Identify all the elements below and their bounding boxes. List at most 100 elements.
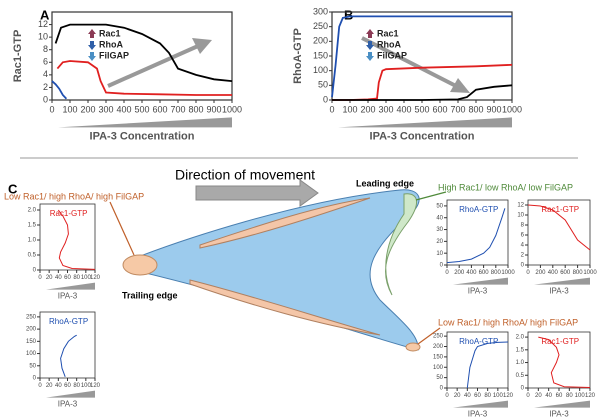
- x-tick-label: 500: [414, 104, 429, 114]
- x-tick-label: 700: [170, 104, 185, 114]
- y-tick-label: 250: [433, 334, 444, 340]
- concentration-wedge: [338, 117, 512, 128]
- y-tick-label: 200: [433, 344, 444, 350]
- x-tick-label: 200: [360, 104, 375, 114]
- y-tick-label: 0: [440, 386, 444, 392]
- y-tick-label: 4: [521, 243, 525, 249]
- series-line: [56, 60, 232, 96]
- y-tick-label: 10: [38, 32, 48, 42]
- y-tick-label: 150: [313, 50, 328, 60]
- x-tick-label: 1000: [583, 270, 597, 276]
- leading-edge-label: Leading edge: [356, 178, 414, 188]
- y-tick-label: 0: [323, 94, 328, 104]
- direction-label: Direction of movement: [175, 167, 315, 183]
- y-tick-label: 150: [26, 339, 37, 345]
- legend-label: Rac1: [377, 28, 399, 38]
- y-tick-label: 100: [26, 351, 37, 357]
- x-axis-title: IPA-3 Concentration: [90, 130, 195, 142]
- y-tick-label: 1.5: [28, 223, 37, 229]
- x-tick-label: 100: [81, 383, 92, 389]
- trailing-blob: [122, 254, 158, 276]
- direction-arrow: [195, 179, 319, 207]
- x-tick-label: 100: [62, 104, 77, 114]
- x-tick-label: 500: [134, 104, 149, 114]
- y-tick-label: 50: [436, 375, 443, 381]
- x-tick-label: 60: [474, 393, 481, 399]
- y-tick-label: 0.5: [28, 253, 37, 259]
- x-tick-label: 400: [396, 104, 411, 114]
- x-tick-label: 400: [548, 270, 559, 276]
- x-tick-label: 40: [545, 393, 552, 399]
- x-tick-label: 120: [503, 393, 514, 399]
- x-tick-label: 0: [38, 275, 42, 281]
- concentration-wedge: [534, 400, 590, 408]
- x-axis-title: IPA-3: [468, 287, 488, 296]
- y-tick-label: 8: [43, 44, 48, 54]
- x-axis-title: IPA-3: [58, 292, 78, 301]
- x-tick-label: 1000: [502, 104, 522, 114]
- legend-arrow-head: [88, 29, 96, 34]
- concentration-wedge: [46, 390, 95, 398]
- y-tick-label: 30: [436, 227, 443, 233]
- plot-frame: [446, 199, 509, 266]
- legend-arrow-stem: [90, 52, 94, 56]
- y-tick-label: 2: [521, 253, 525, 259]
- trend-arrow: [107, 36, 470, 93]
- legend-arrow-head: [366, 56, 374, 61]
- series-line: [332, 84, 513, 101]
- x-tick-label: 0: [329, 104, 334, 114]
- x-tick-label: 800: [188, 104, 203, 114]
- leading-band: [385, 193, 417, 296]
- panel-label: C: [8, 181, 18, 196]
- concentration-wedge: [453, 277, 508, 285]
- x-tick-label: 300: [98, 104, 113, 114]
- chart-title: RhoA-GTP: [459, 205, 498, 214]
- x-tick-label: 400: [466, 270, 477, 276]
- x-tick-label: 900: [486, 104, 501, 114]
- chart-title: RhoA-GTP: [49, 317, 88, 326]
- y-tick-label: 2.0: [516, 335, 525, 341]
- y-tick-label: 4: [43, 69, 48, 79]
- x-tick-label: 20: [46, 275, 53, 281]
- x-tick-label: 100: [493, 393, 504, 399]
- series-line: [331, 15, 512, 98]
- x-tick-label: 40: [464, 393, 471, 399]
- series-line: [60, 334, 77, 377]
- x-tick-label: 600: [432, 104, 447, 114]
- x-tick-label: 20: [46, 383, 53, 389]
- y-tick-label: 0: [33, 268, 37, 274]
- y-tick-label: 40: [436, 215, 443, 221]
- x-tick-label: 900: [206, 104, 221, 114]
- x-tick-label: 600: [560, 270, 571, 276]
- y-tick-label: 0: [521, 386, 525, 392]
- x-tick-label: 80: [566, 393, 573, 399]
- y-tick-label: 12: [517, 203, 524, 209]
- trailing-edge-label: Trailing edge: [122, 290, 178, 300]
- y-axis-title: Rac1-GTP: [12, 30, 24, 83]
- y-tick-label: 250: [313, 21, 328, 31]
- x-tick-label: 700: [450, 104, 465, 114]
- x-tick-label: 200: [454, 270, 465, 276]
- legend-arrow-stem: [90, 34, 94, 38]
- x-tick-label: 100: [342, 104, 357, 114]
- legend-arrow-head: [366, 45, 374, 50]
- y-tick-label: 2.0: [28, 208, 37, 214]
- legend-arrow-head: [88, 56, 96, 61]
- x-tick-label: 300: [378, 104, 393, 114]
- y-tick-label: 50: [29, 363, 36, 369]
- y-tick-label: 200: [313, 36, 328, 46]
- y-tick-label: 1.0: [28, 238, 37, 244]
- x-tick-label: 60: [64, 383, 71, 389]
- rear-blob: [405, 342, 421, 352]
- x-tick-label: 800: [468, 104, 483, 114]
- legend-arrow-stem: [90, 41, 94, 45]
- y-tick-label: 2: [43, 82, 48, 92]
- y-tick-label: 12: [38, 19, 48, 29]
- x-tick-label: 0: [445, 393, 449, 399]
- x-tick-label: 800: [491, 270, 502, 276]
- x-tick-label: 0: [49, 104, 54, 114]
- x-tick-label: 80: [73, 383, 80, 389]
- y-tick-label: 100: [313, 65, 328, 75]
- x-tick-label: 120: [90, 383, 101, 389]
